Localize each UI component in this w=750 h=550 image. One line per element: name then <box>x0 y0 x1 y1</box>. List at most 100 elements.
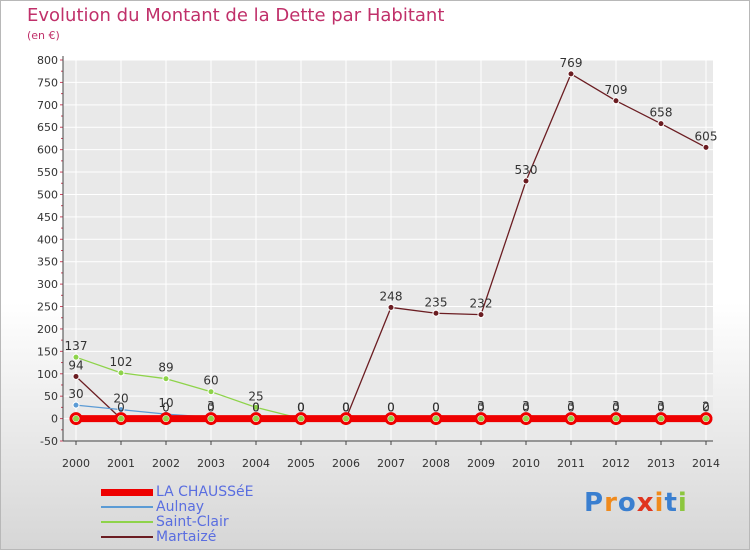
series-point-inner <box>298 415 304 422</box>
series-layer <box>69 70 713 426</box>
data-label: 0 <box>342 401 350 415</box>
data-label: 0 <box>567 401 575 415</box>
x-tick-label: 2002 <box>152 457 180 470</box>
data-label: 769 <box>560 56 583 70</box>
series-point-3 <box>477 311 485 319</box>
data-label: 60 <box>203 374 218 388</box>
legend-swatch <box>101 521 153 523</box>
data-label: 0 <box>297 401 305 415</box>
x-tick-label: 2008 <box>422 457 450 470</box>
data-label: 0 <box>522 401 530 415</box>
x-tick-label: 2006 <box>332 457 360 470</box>
series-point-inner <box>523 415 529 422</box>
series-point-3 <box>522 177 530 185</box>
x-tick-label: 2007 <box>377 457 405 470</box>
x-tick-label: 2005 <box>287 457 315 470</box>
logo-letter: i <box>677 488 688 518</box>
data-label: 0 <box>387 401 395 415</box>
data-label: 94 <box>68 358 83 372</box>
y-tick-label: 150 <box>37 345 58 358</box>
x-tick-label: 2014 <box>692 457 720 470</box>
data-label: 3 <box>522 399 530 413</box>
series-point-inner <box>433 415 439 422</box>
data-label: 3 <box>612 399 620 413</box>
series-point-inner <box>208 415 214 422</box>
data-label: 235 <box>425 295 448 309</box>
logo-letter: x <box>636 488 655 518</box>
x-tick-label: 2011 <box>557 457 585 470</box>
y-tick-label: 800 <box>37 54 58 67</box>
y-tick-label: 550 <box>37 166 58 179</box>
x-tick-label: 2013 <box>647 457 675 470</box>
series-point-2 <box>162 375 170 383</box>
series-point-inner <box>703 415 709 422</box>
y-tick-label: 350 <box>37 256 58 269</box>
data-label: 0 <box>702 401 710 415</box>
data-label: 89 <box>158 361 173 375</box>
series-point-2 <box>72 353 80 361</box>
data-label: 530 <box>515 163 538 177</box>
data-label: 3 <box>207 399 215 413</box>
data-label: 658 <box>650 106 673 120</box>
series-point-3 <box>567 70 575 78</box>
axis-layer: -500501001502002503003504004505005506006… <box>37 54 720 470</box>
data-label: 0 <box>432 401 440 415</box>
series-point-3 <box>657 120 665 128</box>
data-label: 3 <box>657 399 665 413</box>
data-label: 0 <box>432 401 440 415</box>
data-label: 248 <box>380 289 403 303</box>
y-tick-label: 700 <box>37 99 58 112</box>
y-tick-label: 50 <box>44 390 58 403</box>
y-tick-label: 200 <box>37 323 58 336</box>
data-label: 0 <box>207 401 215 415</box>
data-label: 102 <box>110 355 133 369</box>
series-point-2 <box>252 403 260 411</box>
data-label: 0 <box>297 401 305 415</box>
series-point-3 <box>702 143 710 151</box>
data-label: 0 <box>342 401 350 415</box>
series-point-inner <box>253 415 259 422</box>
data-label: 0 <box>387 401 395 415</box>
series-point-inner <box>658 415 664 422</box>
y-tick-label: 250 <box>37 301 58 314</box>
data-label: 0 <box>612 401 620 415</box>
data-label: 0 <box>117 401 125 415</box>
data-label: 0 <box>252 401 260 415</box>
data-label: 30 <box>68 387 83 401</box>
series-point-1 <box>72 401 80 409</box>
y-tick-label: 650 <box>37 121 58 134</box>
y-tick-label: 400 <box>37 233 58 246</box>
y-tick-label: 0 <box>51 413 58 426</box>
proxiti-logo: Proxiti <box>584 488 688 518</box>
series-point-inner <box>478 415 484 422</box>
logo-letter: r <box>604 488 618 518</box>
y-tick-label: 750 <box>37 76 58 89</box>
data-label: 709 <box>605 83 628 97</box>
plot-background <box>63 60 713 441</box>
data-label: 0 <box>252 401 260 415</box>
logo-letter: o <box>617 488 637 518</box>
logo-letter: i <box>654 488 665 518</box>
grid-layer <box>63 59 713 442</box>
series-point-inner <box>388 415 394 422</box>
y-tick-label: 600 <box>37 144 58 157</box>
x-tick-label: 2009 <box>467 457 495 470</box>
y-tick-label: 300 <box>37 278 58 291</box>
series-point-inner <box>163 415 169 422</box>
legend-label: Martaizé <box>156 529 217 545</box>
data-label: 3 <box>477 399 485 413</box>
y-tick-label: 500 <box>37 188 58 201</box>
data-label: 137 <box>65 339 88 353</box>
y-tick-label: -50 <box>40 435 58 448</box>
legend-swatch <box>101 506 153 508</box>
x-tick-label: 2000 <box>62 457 90 470</box>
series-point-3 <box>387 303 395 311</box>
chart-unit-label: (en €) <box>27 29 60 42</box>
x-tick-label: 2004 <box>242 457 270 470</box>
data-label: 2 <box>702 400 710 414</box>
data-label: 25 <box>248 389 263 403</box>
data-label: 10 <box>158 396 173 410</box>
